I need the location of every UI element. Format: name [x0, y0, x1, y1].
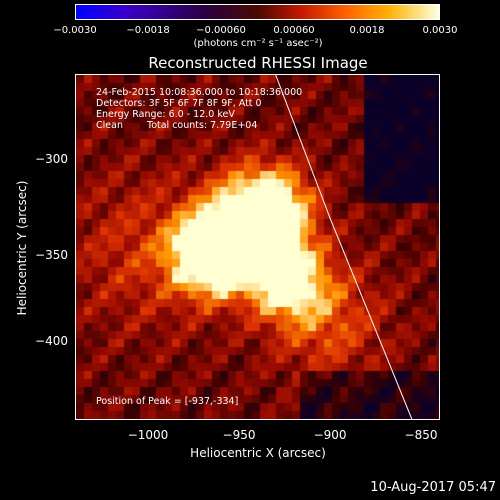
solar-limb-line [275, 75, 413, 419]
colorbar-tick: −0.0018 [126, 25, 170, 36]
footer-date: 10-Aug-2017 05:47 [370, 480, 496, 495]
annotation-energy: Energy Range: 6.0 - 12.0 keV [96, 109, 235, 120]
x-tick-label: −850 [404, 428, 438, 442]
y-tick-label: −400 [35, 334, 68, 348]
plot-area: 24-Feb-2015 10:08:36.000 to 10:18:36.000… [75, 74, 440, 420]
annotation-detectors: Detectors: 3F 5F 6F 7F 8F 9F, Att 0 [96, 98, 262, 109]
x-tick-label: −950 [222, 428, 256, 442]
y-tick-label: −300 [35, 152, 68, 166]
colorbar [75, 4, 440, 20]
annotation-time-range: 24-Feb-2015 10:08:36.000 to 10:18:36.000 [96, 87, 303, 98]
chart-title: Reconstructed RHESSI Image [148, 54, 368, 72]
x-axis-label: Heliocentric X (arcsec) [190, 446, 326, 460]
annotation-method: Clean [96, 120, 123, 131]
heatmap-image [76, 75, 439, 419]
colorbar-unit: (photons cm⁻² s⁻¹ asec⁻²) [193, 38, 323, 49]
colorbar-tick: −0.0030 [53, 25, 97, 36]
colorbar-tick: 0.00060 [273, 25, 315, 36]
x-tick-label: −900 [313, 428, 347, 442]
colorbar-tick: 0.0030 [422, 25, 458, 36]
colorbar-tick: −0.00060 [196, 25, 246, 36]
plot-overlay [275, 75, 413, 419]
y-axis-label: Heliocentric Y (arcsec) [15, 180, 29, 316]
annotation-peak: Position of Peak = [-937,-334] [96, 396, 239, 407]
annotation-counts: Total counts: 7.79E+04 [147, 120, 258, 131]
colorbar-tick: 0.0018 [349, 25, 385, 36]
x-tick-label: −1000 [127, 428, 169, 442]
y-tick-label: −350 [35, 248, 68, 262]
